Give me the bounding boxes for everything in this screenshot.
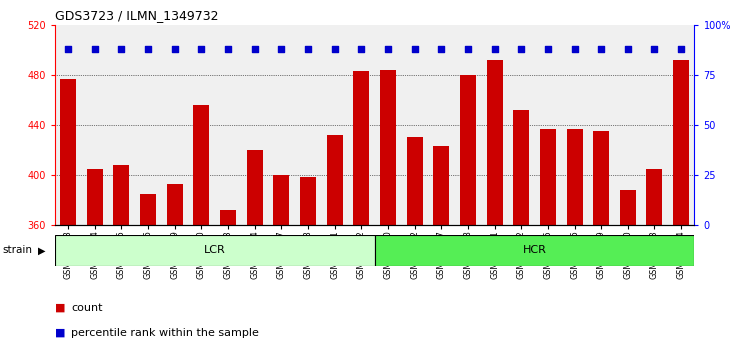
Bar [60,79,76,225]
Bar [646,169,662,225]
Text: HCR: HCR [523,245,547,256]
Text: ▶: ▶ [38,245,45,255]
Point [355,46,367,52]
Point [489,46,501,52]
Bar [433,146,450,225]
Bar [113,165,129,225]
Point [675,46,687,52]
Bar [487,60,502,225]
Bar [406,137,423,225]
Point [329,46,341,52]
Text: ■: ■ [55,303,65,313]
Point [542,46,553,52]
Text: LCR: LCR [204,245,226,256]
Bar [540,129,556,225]
Bar [673,60,689,225]
Bar [300,177,316,225]
Point [302,46,314,52]
Point [115,46,127,52]
Point [169,46,181,52]
Point [222,46,234,52]
Text: percentile rank within the sample: percentile rank within the sample [71,328,259,338]
Bar [460,75,476,225]
Bar [140,194,156,225]
Point [648,46,660,52]
Point [595,46,607,52]
Point [89,46,101,52]
Bar [567,129,583,225]
Text: ■: ■ [55,328,65,338]
Bar [593,131,609,225]
Bar [374,235,694,266]
Bar [194,105,209,225]
Bar [220,210,236,225]
Point [569,46,580,52]
Point [143,46,154,52]
Bar [327,135,343,225]
Bar [273,175,289,225]
Point [436,46,447,52]
Point [382,46,394,52]
Bar [167,183,183,225]
Point [276,46,287,52]
Bar [55,235,374,266]
Bar [380,70,396,225]
Text: GDS3723 / ILMN_1349732: GDS3723 / ILMN_1349732 [55,9,219,22]
Point [462,46,474,52]
Bar [246,150,262,225]
Point [409,46,420,52]
Point [196,46,208,52]
Point [62,46,74,52]
Point [515,46,527,52]
Point [622,46,634,52]
Bar [353,71,369,225]
Bar [620,190,636,225]
Text: strain: strain [2,245,32,255]
Text: count: count [71,303,102,313]
Bar [513,110,529,225]
Bar [87,169,103,225]
Point [249,46,260,52]
